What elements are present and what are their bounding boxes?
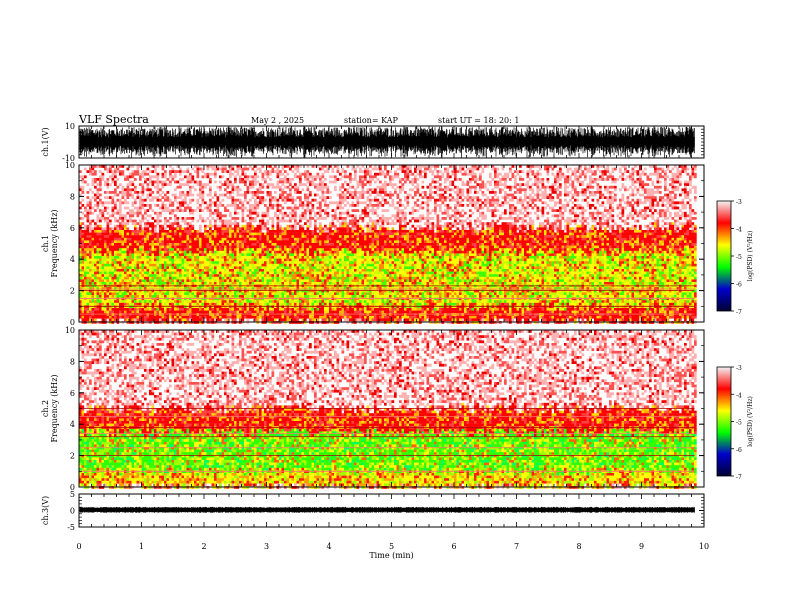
ch2-spec-ytick-label: 2 xyxy=(70,452,75,461)
ch2-colorbar xyxy=(717,367,731,476)
x-axis-label: Time (min) xyxy=(369,551,413,560)
ch2-spec-ylabel-2: Frequency (kHz) xyxy=(50,374,59,442)
ch1-spec-ylabel: ch.1 xyxy=(41,235,50,252)
ch1-colorbar-tick-label: -6 xyxy=(736,282,742,289)
ch1-spec-ytick-label: 6 xyxy=(70,224,75,233)
x-tick-label: 8 xyxy=(576,542,581,551)
ch3-wave-ytick-label: -5 xyxy=(67,523,75,532)
ch1-spec-ytick-label: 4 xyxy=(70,255,75,264)
ch1-spec-ytick-label: 2 xyxy=(70,287,75,296)
ch1-spec-ylabel-2: Frequency (kHz) xyxy=(50,209,59,277)
x-tick-label: 7 xyxy=(514,542,519,551)
x-tick-label: 2 xyxy=(201,542,206,551)
ch1-colorbar-label: log(PSD) (V²/Hz) xyxy=(747,231,754,282)
ch1-colorbar-tick-label: -4 xyxy=(736,227,742,234)
ch1-colorbar xyxy=(717,201,731,311)
ch3-wave-ytick-label: 0 xyxy=(70,507,75,516)
x-tick-label: 1 xyxy=(139,542,144,551)
ch2-spec-ytick-label: 4 xyxy=(70,420,75,429)
ch3-wave-ylabel: ch.3(V) xyxy=(41,496,50,525)
x-tick-label: 6 xyxy=(451,542,456,551)
vlf-figure: 10-10ch.1(V)0246810ch.1 Frequency (kHz)02… xyxy=(0,0,792,612)
ch3-waveform-trace xyxy=(80,507,695,513)
ch2-colorbar-tick-label: -7 xyxy=(736,474,742,481)
ch1-wave-ylabel: ch.1(V) xyxy=(41,127,50,156)
ch2-colorbar-label: log(PSD) (V²/Hz) xyxy=(747,396,754,447)
x-tick-label: 4 xyxy=(326,542,331,551)
ch2-colorbar-tick-label: -6 xyxy=(736,447,742,454)
x-tick-label: 5 xyxy=(389,542,394,551)
ch2-colorbar-tick-label: -3 xyxy=(736,365,742,372)
ch2-spec-ytick-label: 8 xyxy=(70,357,75,366)
ch1-colorbar-tick-label: -7 xyxy=(736,309,742,316)
ch1-colorbar-tick-label: -3 xyxy=(736,199,742,206)
ch1-spec-ytick-label: 10 xyxy=(65,161,75,170)
ch3-wave-ytick-label: 5 xyxy=(70,490,75,499)
x-tick-label: 10 xyxy=(699,542,709,551)
x-tick-label: 0 xyxy=(76,542,81,551)
ch2-spec-ytick-label: 6 xyxy=(70,389,75,398)
ch1-spec-ytick-label: 8 xyxy=(70,192,75,201)
ch1-wave-ytick-label: 10 xyxy=(65,122,75,131)
ch2-colorbar-tick-label: -4 xyxy=(736,392,742,399)
ch2-colorbar-tick-label: -5 xyxy=(736,420,742,427)
x-tick-label: 9 xyxy=(639,542,644,551)
ch2-spec-ytick-label: 10 xyxy=(65,326,75,335)
ch1-colorbar-tick-label: -5 xyxy=(736,254,742,261)
x-tick-label: 3 xyxy=(264,542,269,551)
ch2-spec-ylabel: ch.2 xyxy=(41,400,50,417)
